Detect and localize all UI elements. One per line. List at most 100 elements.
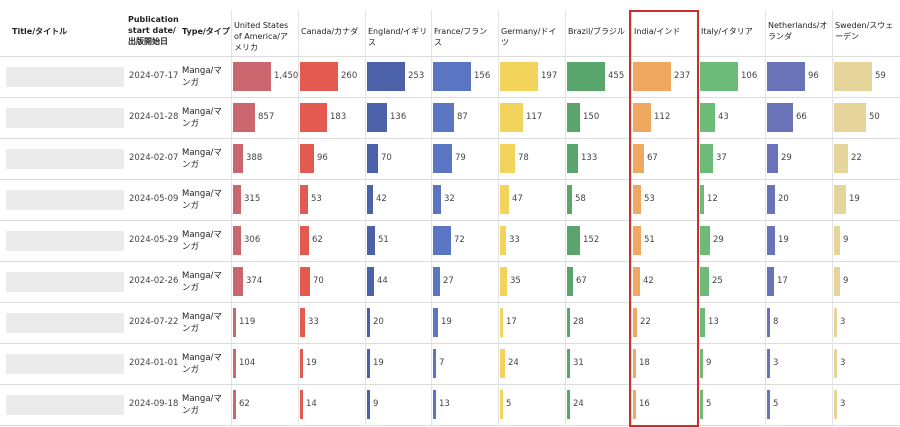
value-label: 78 [518, 153, 529, 163]
column-divider [231, 10, 232, 425]
type-cell: Manga/マンガ [182, 312, 222, 334]
value-label: 119 [239, 317, 256, 327]
value-label: 27 [443, 276, 454, 286]
value-label: 24 [508, 358, 519, 368]
value-label: 67 [576, 276, 587, 286]
value-bar [367, 308, 370, 337]
value-bar [500, 226, 506, 255]
value-label: 29 [781, 153, 792, 163]
value-bar [633, 349, 636, 378]
value-bar [367, 349, 370, 378]
row-divider [0, 97, 900, 98]
type-cell: Manga/マンガ [182, 394, 222, 416]
row-divider [0, 261, 900, 262]
date-cell: 2024-02-26 [129, 276, 179, 286]
value-bar [700, 349, 703, 378]
type-cell: Manga/マンガ [182, 353, 222, 375]
column-divider [631, 10, 632, 425]
value-label: 32 [444, 194, 455, 204]
value-label: 13 [439, 399, 450, 409]
value-bar [700, 390, 703, 419]
value-label: 306 [244, 235, 261, 245]
type-cell: Manga/マンガ [182, 189, 222, 211]
value-label: 58 [575, 194, 586, 204]
column-divider [832, 10, 833, 425]
value-label: 17 [777, 276, 788, 286]
value-bar [567, 62, 605, 91]
date-cell: 2024-09-18 [129, 399, 179, 409]
value-bar [500, 185, 509, 214]
value-bar [367, 144, 378, 173]
value-label: 44 [377, 276, 388, 286]
value-label: 19 [306, 358, 317, 368]
value-label: 16 [639, 399, 650, 409]
date-cell: 2024-01-01 [129, 358, 179, 368]
type-cell: Manga/マンガ [182, 230, 222, 252]
value-bar [433, 185, 441, 214]
value-bar [433, 308, 438, 337]
value-label: 136 [390, 112, 407, 122]
title-column-header: Title/タイトル [12, 27, 68, 36]
date-cell: 2024-01-28 [129, 112, 179, 122]
value-bar [567, 226, 580, 255]
country-header: Germany/ドイツ [501, 27, 557, 47]
value-bar [367, 62, 405, 91]
value-label: 260 [341, 71, 358, 81]
value-label: 133 [581, 153, 598, 163]
value-bar [433, 349, 436, 378]
value-bar [567, 349, 570, 378]
value-bar [300, 144, 314, 173]
value-bar [500, 103, 523, 132]
value-bar [367, 390, 370, 419]
value-label: 253 [408, 71, 425, 81]
value-bar [367, 226, 375, 255]
value-bar [433, 103, 454, 132]
value-label: 28 [573, 317, 584, 327]
value-bar [767, 226, 775, 255]
value-bar [767, 144, 778, 173]
column-divider [431, 10, 432, 425]
value-bar [633, 103, 651, 132]
value-label: 12 [707, 194, 718, 204]
type-column-header: Type/タイプ [182, 27, 230, 36]
value-bar [700, 308, 705, 337]
value-label: 51 [378, 235, 389, 245]
title-placeholder [6, 149, 124, 169]
value-label: 37 [716, 153, 727, 163]
value-label: 197 [541, 71, 558, 81]
country-header: Sweden/スウェーデン [835, 21, 894, 41]
title-placeholder [6, 395, 124, 415]
value-bar [633, 226, 641, 255]
column-divider [498, 10, 499, 425]
value-label: 3 [840, 317, 846, 327]
value-bar [300, 103, 327, 132]
value-bar [700, 62, 738, 91]
value-bar [233, 144, 243, 173]
value-label: 43 [718, 112, 729, 122]
value-label: 3 [840, 358, 846, 368]
title-placeholder [6, 354, 124, 374]
value-label: 374 [246, 276, 263, 286]
title-placeholder [6, 190, 124, 210]
value-bar [233, 62, 271, 91]
country-header: India/インド [634, 27, 681, 36]
value-label: 66 [796, 112, 807, 122]
country-header: Brazil/ブラジル [568, 27, 625, 36]
value-label: 19 [441, 317, 452, 327]
column-divider [565, 10, 566, 425]
value-bar [567, 185, 572, 214]
value-bar [500, 144, 515, 173]
value-label: 22 [640, 317, 651, 327]
value-label: 96 [808, 71, 819, 81]
value-bar [300, 62, 338, 91]
row-divider [0, 384, 900, 385]
value-label: 62 [312, 235, 323, 245]
value-bar [633, 144, 644, 173]
value-bar [233, 308, 236, 337]
value-bar [834, 144, 848, 173]
value-label: 9 [843, 235, 849, 245]
value-label: 857 [258, 112, 275, 122]
value-label: 3 [773, 358, 779, 368]
value-label: 5 [706, 399, 712, 409]
